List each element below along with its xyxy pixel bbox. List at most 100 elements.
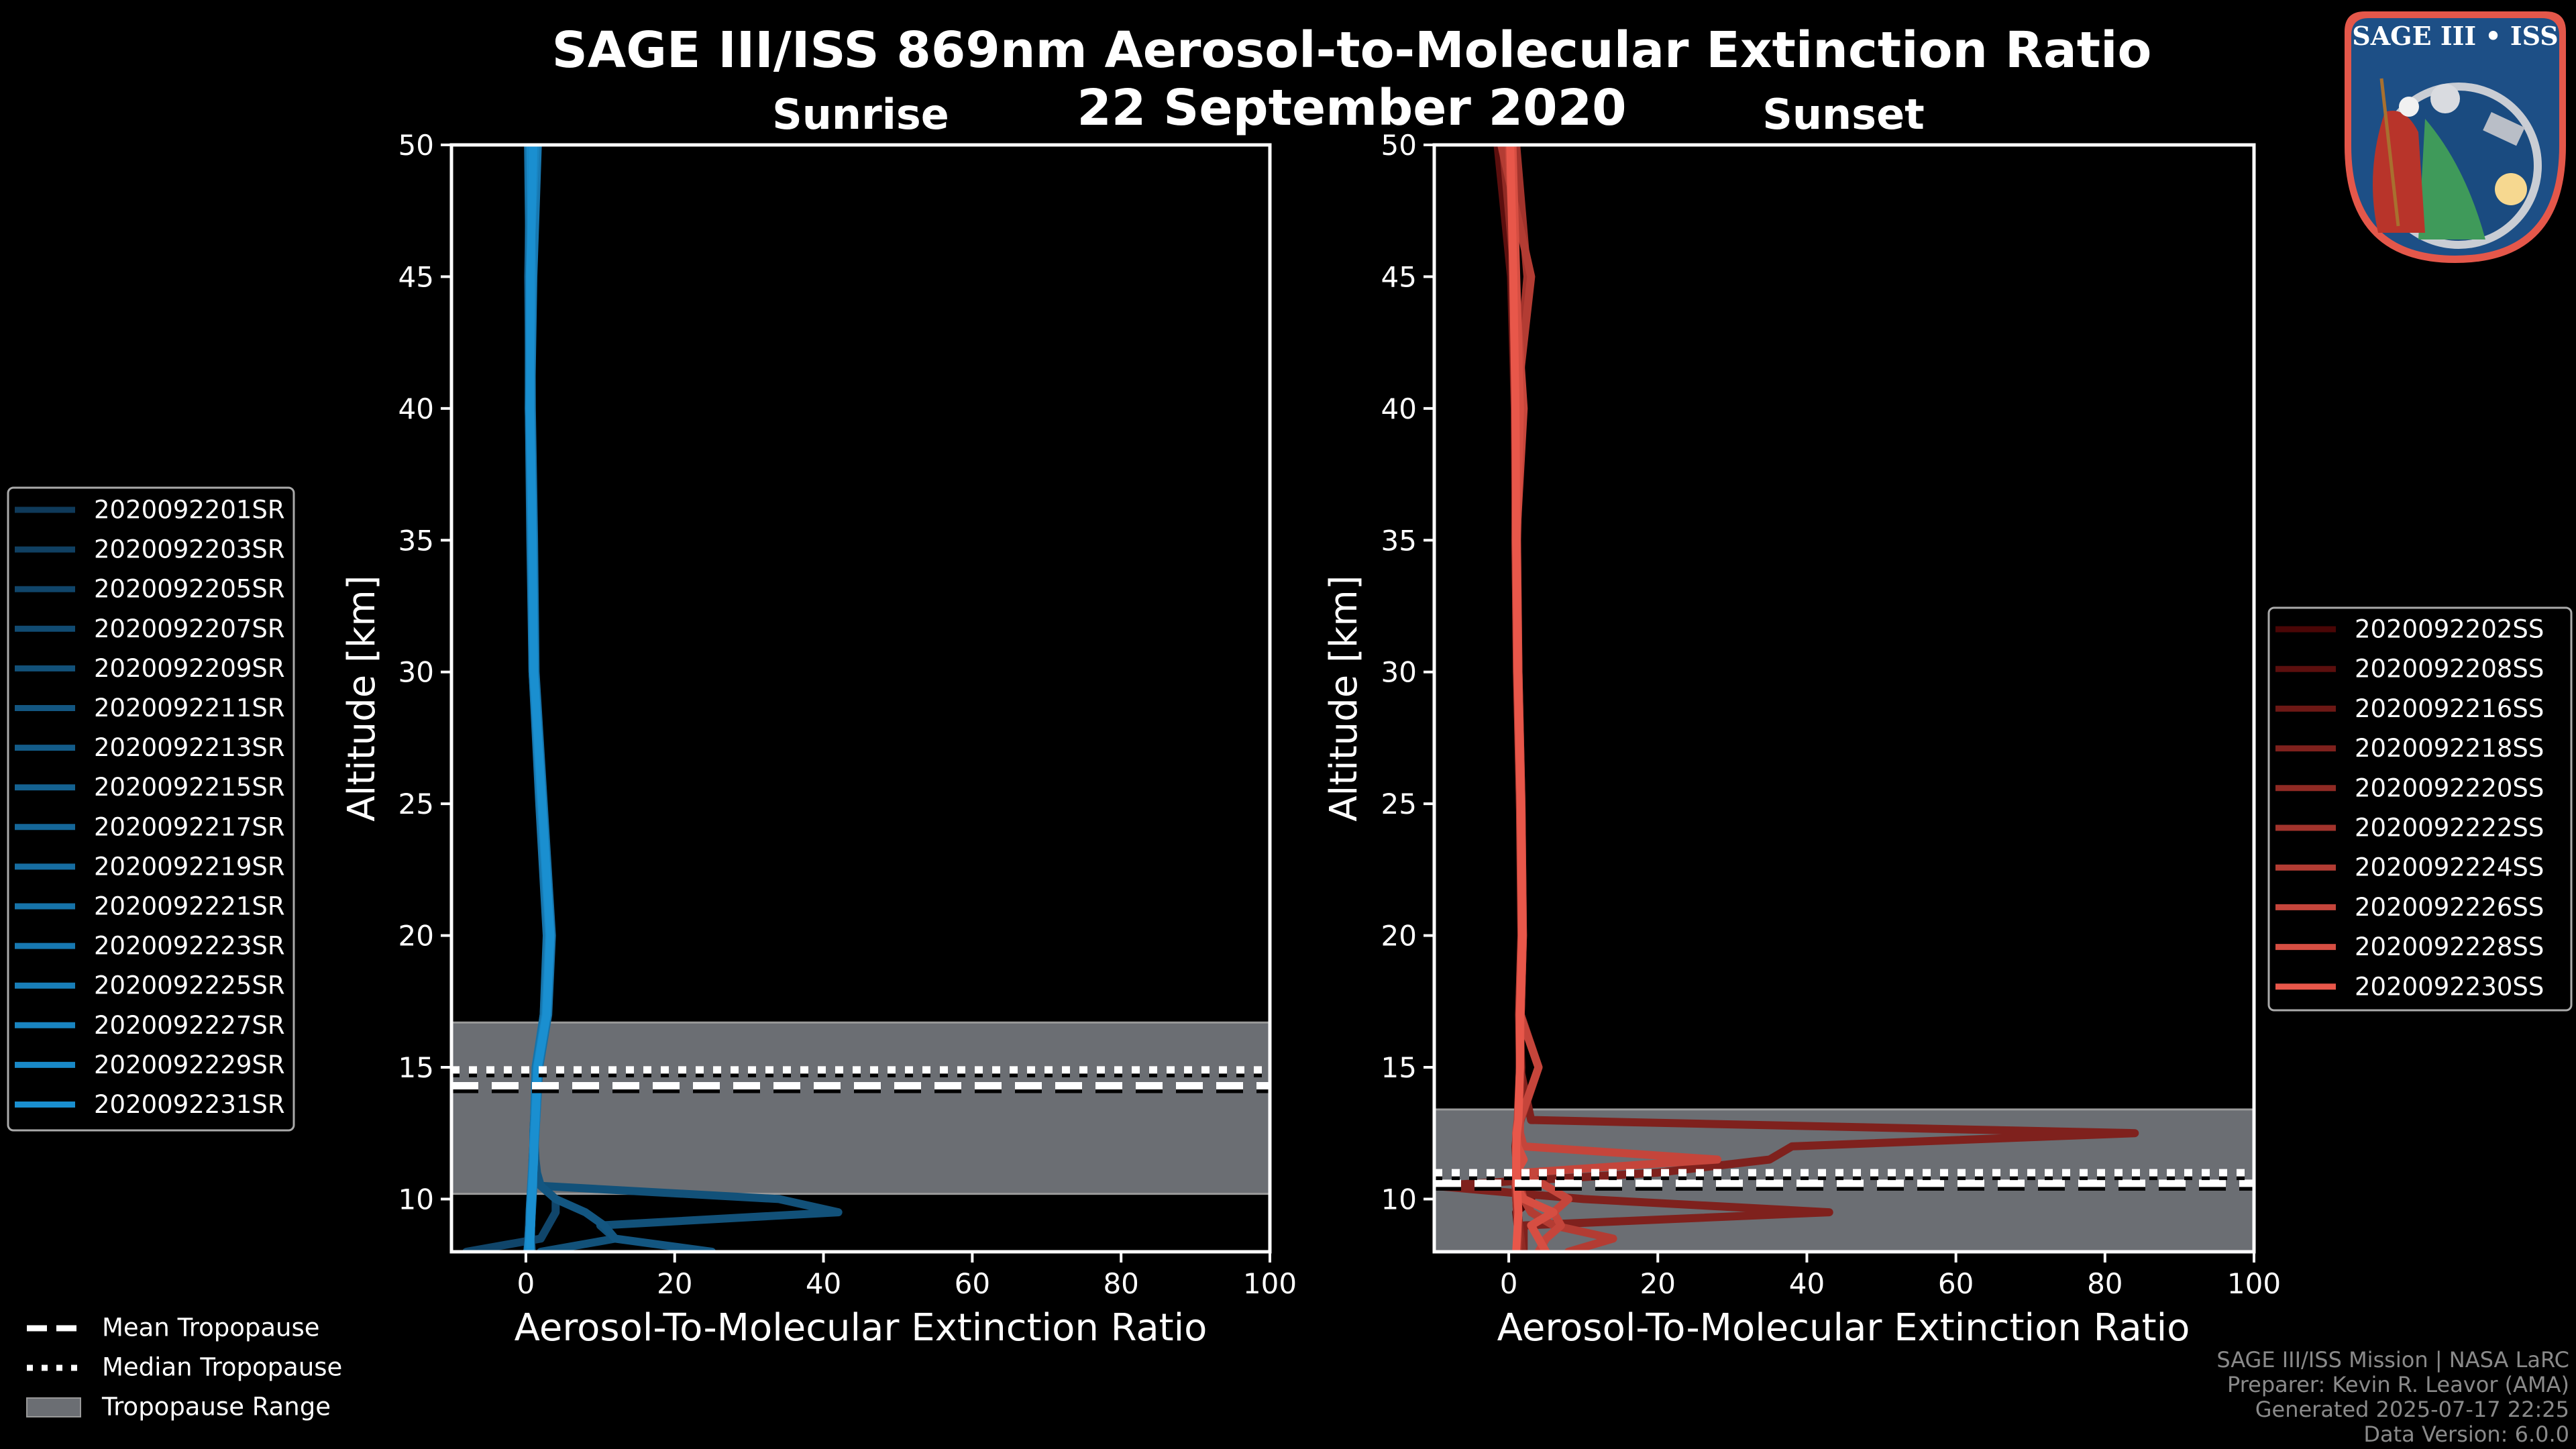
sunrise-y-axis-label: Altitude [km] — [340, 575, 384, 821]
y-tick-label: 50 — [1381, 129, 1417, 162]
x-tick-label: 60 — [955, 1267, 990, 1300]
legend-item: 2020092207SR — [15, 614, 285, 643]
sunrise-plot: 0 20 40 60 80 100 10 15 20 25 30 35 40 45 50 — [398, 129, 1297, 1300]
legend-label: 2020092213SR — [94, 733, 285, 762]
legend-item: 2020092225SR — [15, 971, 285, 1000]
legend-label: 2020092219SR — [94, 852, 285, 881]
legend-item: 2020092217SR — [15, 812, 285, 841]
sunset-plot: 0 20 40 60 80 100 10 15 20 25 30 35 40 45 50 — [1381, 129, 2282, 1300]
x-tick-label: 40 — [1789, 1267, 1825, 1300]
legend-item: 2020092226SS — [2275, 893, 2544, 922]
legend-item: 2020092231SR — [15, 1090, 285, 1119]
legend-item: 2020092209SR — [15, 654, 285, 683]
x-tick-label: 100 — [1243, 1267, 1297, 1300]
legend-item: 2020092221SR — [15, 892, 285, 921]
legend-item: 2020092222SS — [2275, 814, 2544, 843]
sage-iii-iss-logo: SAGE III • ISS — [2345, 11, 2566, 263]
legend-label: 2020092218SS — [2355, 734, 2544, 763]
x-tick-label: 0 — [517, 1267, 535, 1300]
y-tick-label: 35 — [1381, 524, 1417, 557]
legend-label: 2020092215SR — [94, 773, 285, 802]
median-tropopause-label: Median Tropopause — [102, 1353, 342, 1382]
legend-label: 2020092223SR — [94, 932, 285, 961]
legend-label: 2020092220SS — [2355, 773, 2544, 802]
y-tick-label: 45 — [398, 260, 434, 293]
legend-item: 2020092228SS — [2275, 932, 2544, 961]
y-tick-label: 15 — [398, 1051, 434, 1084]
legend-label: 2020092227SR — [94, 1011, 285, 1040]
legend-label: 2020092203SR — [94, 535, 285, 564]
legend-label: 2020092205SR — [94, 575, 285, 604]
legend-label: 2020092224SS — [2355, 853, 2544, 882]
legend-label: 2020092202SS — [2355, 615, 2544, 644]
y-tick-label: 15 — [1381, 1051, 1417, 1084]
legend-label: 2020092209SR — [94, 654, 285, 683]
legend-item: 2020092218SS — [2275, 734, 2544, 763]
legend-frame — [7, 486, 295, 1132]
legend-label: 2020092211SR — [94, 694, 285, 722]
legend-label: 2020092207SR — [94, 614, 285, 643]
legend-item: 2020092201SR — [15, 496, 285, 525]
figure-date: 22 September 2020 — [1077, 79, 1626, 137]
legend-item: 2020092229SR — [15, 1051, 285, 1079]
legend-item: 2020092203SR — [15, 535, 285, 564]
footer-generated: Generated 2025-07-17 22:25 — [2255, 1397, 2569, 1422]
y-tick-label: 20 — [1381, 920, 1417, 953]
y-tick-label: 10 — [1381, 1183, 1417, 1216]
legend-label: 2020092221SR — [94, 892, 285, 921]
legend-label: 2020092217SR — [94, 812, 285, 841]
sunrise-profiles — [462, 145, 843, 1252]
sunset-profiles — [1434, 145, 2139, 1252]
x-tick-label: 0 — [1500, 1267, 1518, 1300]
legend-item: 2020092220SS — [2275, 773, 2544, 802]
tropopause-range-band — [451, 1022, 1270, 1194]
footer-mission: SAGE III/ISS Mission | NASA LaRC — [2216, 1347, 2569, 1373]
sunrise-legend: 2020092201SR 2020092203SR 2020092205SR 2020… — [7, 486, 295, 1132]
footer-preparer: Preparer: Kevin R. Leavor (AMA) — [2227, 1372, 2569, 1397]
sunset-panel-title: Sunset — [1762, 90, 1925, 139]
axes-frame — [449, 143, 1272, 1254]
logo-title: SAGE III • ISS — [2352, 21, 2558, 51]
y-tick-label: 35 — [398, 524, 434, 557]
legend-label: 2020092231SR — [94, 1090, 285, 1119]
y-tick-label: 20 — [398, 920, 434, 953]
legend-item: 2020092223SR — [15, 932, 285, 961]
footer-credits: SAGE III/ISS Mission | NASA LaRC Prepare… — [2216, 1347, 2569, 1447]
legend-label: 2020092230SS — [2355, 972, 2544, 1001]
legend-frame — [2267, 606, 2573, 1012]
legend-label: 2020092229SR — [94, 1051, 285, 1079]
y-tick-label: 50 — [398, 129, 434, 162]
y-tick-label: 30 — [1381, 656, 1417, 689]
legend-item: 2020092202SS — [2275, 615, 2544, 644]
legend-label: 2020092216SS — [2355, 694, 2544, 723]
y-tick-label: 45 — [1381, 260, 1417, 293]
y-tick-label: 30 — [398, 656, 434, 689]
figure-title: SAGE III/ISS 869nm Aerosol-to-Molecular … — [552, 21, 2152, 79]
legend-item: 2020092227SR — [15, 1011, 285, 1040]
legend-item: 2020092230SS — [2275, 972, 2544, 1001]
sunset-y-axis-label: Altitude [km] — [1322, 575, 1366, 821]
y-tick-label: 25 — [1381, 788, 1417, 820]
y-tick-label: 40 — [398, 392, 434, 425]
x-tick-label: 40 — [806, 1267, 841, 1300]
legend-label: 2020092222SS — [2355, 814, 2544, 843]
legend-item: 2020092213SR — [15, 733, 285, 762]
legend-item: 2020092211SR — [15, 694, 285, 722]
x-tick-label: 80 — [2087, 1267, 2123, 1300]
legend-label: 2020092201SR — [94, 496, 285, 525]
legend-item: 2020092224SS — [2275, 853, 2544, 882]
legend-label: 2020092208SS — [2355, 655, 2544, 684]
legend-item: 2020092215SR — [15, 773, 285, 802]
legend-label: 2020092226SS — [2355, 893, 2544, 922]
axes-frame — [1432, 143, 2256, 1254]
sunset-legend: 2020092202SS 2020092208SS 2020092216SS 2020… — [2267, 606, 2573, 1012]
legend-label: 2020092225SR — [94, 971, 285, 1000]
tropopause-range-swatch — [26, 1397, 81, 1417]
x-tick-label: 20 — [657, 1267, 692, 1300]
legend-label: 2020092228SS — [2355, 932, 2544, 961]
x-tick-label: 60 — [1938, 1267, 1974, 1300]
legend-item: 2020092216SS — [2275, 694, 2544, 723]
x-tick-label: 100 — [2227, 1267, 2281, 1300]
y-tick-label: 40 — [1381, 392, 1417, 425]
